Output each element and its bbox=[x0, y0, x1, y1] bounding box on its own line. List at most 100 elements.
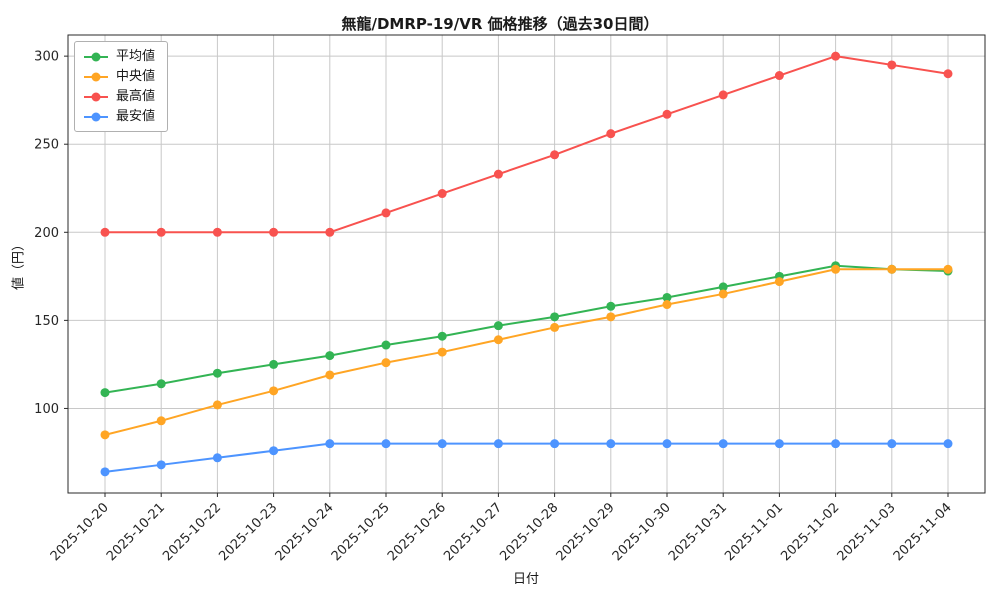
legend-marker-median bbox=[84, 72, 108, 81]
legend-item-max: 最高値 bbox=[84, 90, 155, 103]
series-marker-min bbox=[943, 439, 953, 449]
legend-marker-max bbox=[84, 92, 108, 101]
series-marker-median bbox=[493, 335, 503, 345]
series-marker-mean bbox=[269, 359, 279, 369]
series-marker-min bbox=[606, 439, 616, 449]
series-marker-median bbox=[156, 416, 166, 426]
chart-title: 無龍/DMRP-19/VR 価格推移（過去30日間） bbox=[341, 15, 659, 33]
series-marker-max bbox=[550, 150, 560, 160]
series-marker-max bbox=[156, 227, 166, 237]
x-axis-label: 日付 bbox=[512, 572, 540, 587]
series-marker-min bbox=[325, 439, 335, 449]
y-tick-label: 150 bbox=[34, 314, 59, 329]
series-marker-median bbox=[325, 370, 335, 380]
x-tick-label: 2025-11-04 bbox=[891, 500, 955, 564]
legend-item-median: 中央値 bbox=[84, 70, 155, 83]
x-tick-label: 2025-10-26 bbox=[385, 500, 449, 564]
legend-dot-max bbox=[91, 92, 101, 101]
legend-label-mean: 平均値 bbox=[116, 49, 156, 64]
series-marker-min bbox=[718, 439, 728, 449]
y-tick-label: 250 bbox=[34, 138, 59, 153]
series-marker-median bbox=[437, 347, 447, 357]
series-marker-min bbox=[887, 439, 897, 449]
series-marker-median bbox=[606, 312, 616, 322]
legend-dot-mean bbox=[91, 52, 101, 61]
series-marker-min bbox=[437, 439, 447, 449]
series-marker-min bbox=[774, 439, 784, 449]
series-marker-min bbox=[550, 439, 560, 449]
legend-item-mean: 平均値 bbox=[84, 50, 155, 63]
series-marker-mean bbox=[156, 379, 166, 389]
series-marker-median bbox=[774, 277, 784, 287]
series-marker-median bbox=[831, 264, 841, 274]
x-tick-label: 2025-10-20 bbox=[48, 500, 112, 564]
series-marker-min bbox=[156, 460, 166, 470]
x-tick-label: 2025-10-25 bbox=[329, 500, 393, 564]
series-marker-min bbox=[269, 446, 279, 456]
series-marker-mean bbox=[606, 301, 616, 311]
series-marker-min bbox=[212, 453, 222, 463]
series-marker-mean bbox=[718, 282, 728, 292]
series-marker-max bbox=[606, 129, 616, 139]
series-marker-mean bbox=[493, 321, 503, 331]
series-line-mean bbox=[104, 264, 949, 394]
series-marker-min bbox=[493, 439, 503, 449]
plot-border bbox=[67, 34, 986, 494]
series-marker-median bbox=[887, 264, 897, 274]
series-marker-max bbox=[212, 227, 222, 237]
series-marker-min bbox=[381, 439, 391, 449]
x-tick-label: 2025-10-29 bbox=[554, 500, 618, 564]
legend-dot-median bbox=[91, 72, 101, 81]
series-marker-min bbox=[831, 439, 841, 449]
legend-marker-min bbox=[84, 112, 108, 121]
series-marker-max bbox=[662, 109, 672, 119]
legend-item-min: 最安値 bbox=[84, 110, 155, 123]
series-marker-max bbox=[493, 169, 503, 179]
series-marker-max bbox=[774, 71, 784, 81]
series-marker-median bbox=[662, 300, 672, 310]
series-marker-median bbox=[943, 264, 953, 274]
x-tick-label: 2025-10-30 bbox=[610, 500, 674, 564]
series-marker-mean bbox=[550, 312, 560, 322]
series-marker-mean bbox=[437, 331, 447, 341]
series-marker-median bbox=[550, 322, 560, 332]
series-marker-min bbox=[100, 467, 110, 477]
x-tick-label: 2025-11-01 bbox=[722, 500, 786, 564]
legend-marker-mean bbox=[84, 52, 108, 61]
series-marker-max bbox=[831, 51, 841, 61]
y-axis-label: 値（円） bbox=[11, 237, 27, 291]
series-marker-max bbox=[325, 227, 335, 237]
series-marker-median bbox=[100, 430, 110, 440]
legend-label-max: 最高値 bbox=[116, 89, 156, 104]
series-marker-max bbox=[943, 69, 953, 79]
x-tick-label: 2025-10-22 bbox=[160, 500, 224, 564]
y-tick-label: 100 bbox=[34, 402, 59, 417]
x-tick-label: 2025-10-27 bbox=[441, 500, 505, 564]
series-marker-median bbox=[212, 400, 222, 410]
x-tick-label: 2025-10-24 bbox=[273, 500, 337, 564]
x-tick-label: 2025-10-21 bbox=[104, 500, 168, 564]
series-marker-max bbox=[718, 90, 728, 100]
series-marker-median bbox=[269, 386, 279, 396]
series-line-median bbox=[104, 268, 949, 436]
legend-label-median: 中央値 bbox=[116, 69, 156, 84]
series-marker-mean bbox=[212, 368, 222, 378]
legend: 平均値中央値最高値最安値 bbox=[74, 41, 169, 132]
series-marker-median bbox=[381, 358, 391, 368]
series-line-min bbox=[104, 442, 949, 473]
series-marker-max bbox=[269, 227, 279, 237]
series-marker-min bbox=[662, 439, 672, 449]
x-tick-label: 2025-10-28 bbox=[497, 500, 561, 564]
legend-label-min: 最安値 bbox=[116, 109, 156, 124]
legend-dot-min bbox=[91, 112, 101, 121]
series-marker-mean bbox=[100, 388, 110, 398]
series-line-max bbox=[104, 55, 949, 234]
series-marker-mean bbox=[381, 340, 391, 350]
x-tick-label: 2025-10-31 bbox=[666, 500, 730, 564]
series-marker-max bbox=[100, 227, 110, 237]
series-marker-max bbox=[437, 189, 447, 199]
x-tick-label: 2025-11-02 bbox=[778, 500, 842, 564]
x-tick-label: 2025-11-03 bbox=[835, 500, 899, 564]
